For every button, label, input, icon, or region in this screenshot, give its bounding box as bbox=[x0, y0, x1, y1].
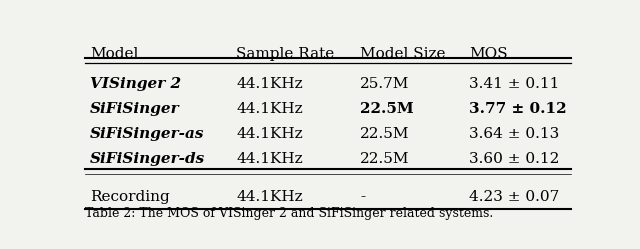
Text: Sample Rate: Sample Rate bbox=[236, 47, 335, 61]
Text: Model: Model bbox=[90, 47, 138, 61]
Text: SiFiSinger-ds: SiFiSinger-ds bbox=[90, 152, 205, 166]
Text: Table 2: The MOS of VISinger 2 and SiFiSinger related systems.: Table 2: The MOS of VISinger 2 and SiFiS… bbox=[85, 207, 493, 220]
Text: 44.1KHz: 44.1KHz bbox=[236, 127, 303, 141]
Text: MOS: MOS bbox=[469, 47, 508, 61]
Text: 3.41 ± 0.11: 3.41 ± 0.11 bbox=[469, 77, 560, 91]
Text: 3.77 ± 0.12: 3.77 ± 0.12 bbox=[469, 102, 567, 116]
Text: 3.64 ± 0.13: 3.64 ± 0.13 bbox=[469, 127, 559, 141]
Text: 44.1KHz: 44.1KHz bbox=[236, 77, 303, 91]
Text: -: - bbox=[360, 190, 365, 204]
Text: 22.5M: 22.5M bbox=[360, 152, 410, 166]
Text: Model Size: Model Size bbox=[360, 47, 445, 61]
Text: 44.1KHz: 44.1KHz bbox=[236, 152, 303, 166]
Text: SiFiSinger-as: SiFiSinger-as bbox=[90, 127, 204, 141]
Text: 25.7M: 25.7M bbox=[360, 77, 410, 91]
Text: 44.1KHz: 44.1KHz bbox=[236, 190, 303, 204]
Text: Recording: Recording bbox=[90, 190, 170, 204]
Text: 3.60 ± 0.12: 3.60 ± 0.12 bbox=[469, 152, 560, 166]
Text: SiFiSinger: SiFiSinger bbox=[90, 102, 180, 116]
Text: 22.5M: 22.5M bbox=[360, 102, 414, 116]
Text: 4.23 ± 0.07: 4.23 ± 0.07 bbox=[469, 190, 559, 204]
Text: 22.5M: 22.5M bbox=[360, 127, 410, 141]
Text: 44.1KHz: 44.1KHz bbox=[236, 102, 303, 116]
Text: VISinger 2: VISinger 2 bbox=[90, 77, 181, 91]
